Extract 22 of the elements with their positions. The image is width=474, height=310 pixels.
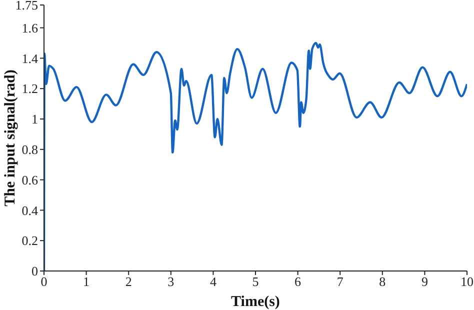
y-tick-label: 1 (32, 112, 38, 127)
x-tick-label: 2 (125, 274, 132, 290)
y-tick-label: 0 (32, 264, 38, 279)
x-tick-label: 4 (210, 274, 217, 290)
x-tick-label: 9 (421, 274, 428, 290)
x-tick-label: 7 (336, 274, 344, 290)
x-tick-label: 1 (83, 274, 90, 290)
x-tick-label: 6 (294, 274, 302, 290)
x-axis-title: Time(s) (231, 294, 280, 310)
y-tick-label: 1.2 (22, 81, 38, 96)
y-tick-label: 1.4 (22, 50, 38, 66)
y-axis-title: The input signal(rad) (2, 70, 18, 206)
y-tick-label: 0.2 (22, 233, 38, 248)
y-tick-label: 0.8 (22, 142, 38, 158)
y-tick-label: 0.6 (22, 172, 38, 188)
x-tick-label: 8 (379, 274, 386, 290)
x-tick-label: 5 (252, 274, 259, 290)
y-tick-label: 1.6 (22, 20, 38, 36)
x-tick-label: 10 (460, 274, 474, 290)
y-tick-label: 0.4 (22, 202, 38, 218)
x-tick-label: 3 (168, 274, 174, 290)
y-tick-label: 1.75 (15, 0, 38, 13)
